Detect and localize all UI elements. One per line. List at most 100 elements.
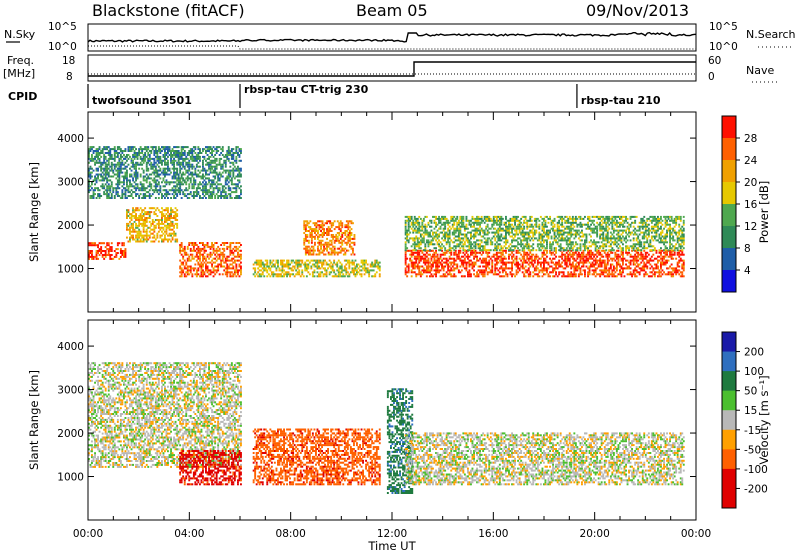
heatmap-cell [165, 209, 168, 212]
heatmap-cell [460, 217, 463, 220]
heatmap-cell [89, 197, 92, 199]
heatmap-cell [154, 181, 157, 184]
heatmap-cell [505, 249, 507, 252]
heatmap-cell [203, 257, 206, 260]
heatmap-cell [561, 275, 564, 278]
heatmap-cell [182, 163, 185, 166]
heatmap-cell [139, 238, 142, 241]
heatmap-cell [429, 271, 431, 274]
heatmap-cell [663, 271, 665, 274]
heatmap-cell [232, 242, 235, 244]
heatmap-cell [460, 219, 463, 222]
heatmap-cell [126, 177, 128, 180]
heatmap-cell [88, 155, 90, 158]
heatmap-cell [200, 261, 203, 264]
heatmap-cell [206, 253, 209, 256]
heatmap-cell [435, 231, 437, 234]
heatmap-cell [171, 181, 174, 184]
heatmap-cell [433, 251, 436, 254]
heatmap-cell [501, 249, 504, 252]
heatmap-cell [304, 263, 307, 266]
heatmap-cell [227, 154, 230, 156]
heatmap-cell [88, 171, 90, 174]
heatmap-cell [199, 183, 201, 186]
heatmap-cell [318, 241, 321, 244]
heatmap-cell [314, 249, 316, 252]
heatmap-cell [132, 238, 134, 241]
heatmap-cell [277, 259, 279, 262]
heatmap-cell [474, 221, 477, 224]
heatmap-cell [124, 173, 127, 176]
heatmap-cell [353, 237, 356, 240]
heatmap-cell [514, 275, 516, 278]
heatmap-cell [281, 271, 284, 274]
heatmap-cell [422, 267, 425, 270]
heatmap-cell [321, 232, 324, 234]
heatmap-cell [321, 224, 324, 227]
heatmap-cell [421, 273, 424, 276]
heatmap-cell [369, 265, 372, 268]
heatmap-cell [476, 243, 478, 246]
heatmap-cell [214, 187, 217, 190]
heatmap-cell [363, 261, 366, 264]
heatmap-cell [200, 265, 203, 268]
heatmap-cell [460, 223, 463, 226]
heatmap-cell [110, 154, 113, 156]
heatmap-cell [565, 251, 568, 254]
heatmap-cell [353, 253, 356, 256]
heatmap-cell [194, 173, 197, 176]
heatmap-cell [185, 161, 188, 164]
heatmap-cell [173, 161, 175, 164]
heatmap-cell [406, 235, 409, 238]
heatmap-cell [121, 150, 124, 152]
heatmap-cell [375, 265, 378, 268]
heatmap-cell [653, 263, 656, 266]
heatmap-cell [189, 163, 192, 166]
heatmap-cell [94, 183, 96, 186]
heatmap-cell [336, 220, 339, 223]
heatmap-cell [638, 267, 641, 270]
heatmap-cell [192, 245, 195, 248]
heatmap-cell [100, 155, 103, 158]
heatmap-cell [667, 273, 670, 276]
heatmap-cell [211, 150, 213, 152]
heatmap-cell [106, 179, 109, 182]
heatmap-cell [328, 271, 331, 274]
heatmap-cell [97, 161, 99, 164]
heatmap-cell [629, 271, 632, 274]
heatmap-cell [264, 259, 267, 262]
heatmap-cell [316, 265, 319, 268]
heatmap-cell [232, 157, 235, 160]
heatmap-cell [208, 191, 210, 194]
heatmap-cell [371, 265, 374, 268]
heatmap-cell [593, 253, 595, 256]
heatmap-cell [477, 269, 480, 272]
heatmap-cell [116, 161, 119, 164]
heatmap-cell [144, 230, 147, 233]
heatmap-cell [432, 263, 434, 266]
heatmap-cell [404, 243, 407, 246]
heatmap-cell [94, 179, 96, 182]
heatmap-cell [661, 249, 664, 252]
heatmap-cell [337, 267, 340, 270]
heatmap-cell [307, 271, 310, 274]
heatmap-cell [600, 253, 603, 256]
heatmap-cell [191, 165, 194, 168]
heatmap-cell [214, 183, 217, 186]
heatmap-cell [617, 249, 620, 252]
heatmap-cell [632, 269, 635, 272]
heatmap-cell [309, 251, 312, 254]
heatmap-cell [221, 189, 224, 192]
heatmap-cell [626, 273, 629, 276]
heatmap-cell [667, 267, 670, 270]
heatmap-cell [192, 267, 195, 270]
heatmap-cell [305, 269, 308, 272]
heatmap-cell [555, 263, 557, 266]
heatmap-cell [130, 183, 133, 186]
heatmap-cell [600, 271, 603, 274]
heatmap-cell [309, 247, 312, 250]
heatmap-cell [342, 253, 345, 256]
heatmap-cell [407, 223, 410, 226]
heatmap-cell [444, 235, 447, 238]
heatmap-cell [218, 157, 221, 160]
